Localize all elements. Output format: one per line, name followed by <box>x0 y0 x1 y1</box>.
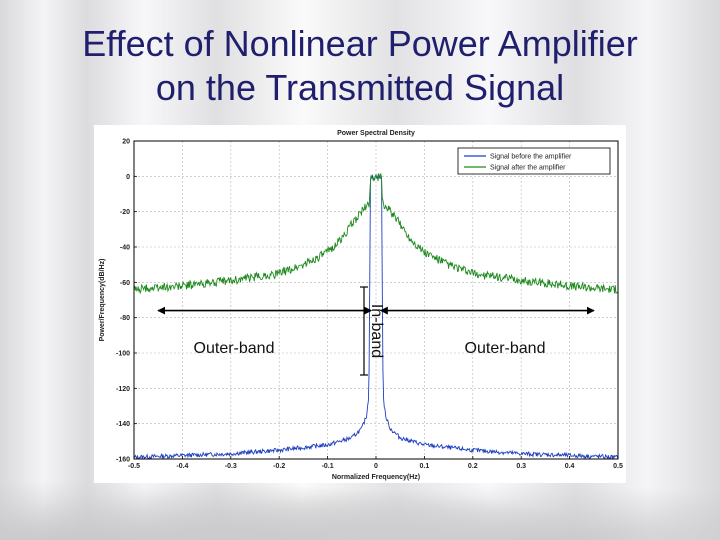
x-tick-label: 0.2 <box>468 463 478 470</box>
outer-band-right-label: Outer-band <box>465 340 546 357</box>
x-tick-label: 0.1 <box>420 463 430 470</box>
y-tick-label: 0 <box>126 174 130 181</box>
x-tick-label: -0.5 <box>128 463 140 470</box>
psd-chart: -0.5 -0.4 -0.3 -0.2 -0.1 0 0.1 0.2 0.3 0.4 0.5 20 0 -… <box>99 130 623 481</box>
x-tick-label: -0.3 <box>225 463 237 470</box>
y-tick-label: -80 <box>120 315 130 322</box>
series-layer <box>134 172 618 459</box>
x-tick-label: -0.2 <box>273 463 285 470</box>
psd-figure: -0.5 -0.4 -0.3 -0.2 -0.1 0 0.1 0.2 0.3 0.4 0.5 20 0 -… <box>94 125 626 483</box>
y-tick-label: -160 <box>116 457 130 464</box>
annotations: Outer-band Outer-band In-band <box>157 286 595 376</box>
in-band-label: In-band <box>368 304 385 358</box>
y-tick-label: -40 <box>120 245 130 252</box>
title-line-1: Effect of Nonlinear Power Amplifier <box>82 23 638 64</box>
y-axis-label: Power/Frequency(dB/Hz) <box>99 259 106 342</box>
plot-frame <box>133 140 619 460</box>
y-tick-label: -60 <box>120 280 130 287</box>
grid-lines <box>133 140 619 460</box>
x-axis-label: Normalized Frequency(Hz) <box>332 474 420 481</box>
y-tick-label: -20 <box>120 209 130 216</box>
series-after-amplifier <box>134 172 618 295</box>
chart-title: Power Spectral Density <box>337 130 415 137</box>
legend-label-after: Signal after the amplifier <box>490 165 566 172</box>
legend: Signal before the amplifier Signal after… <box>457 147 611 175</box>
x-tick-label: 0 <box>374 463 378 470</box>
x-tick-label: -0.4 <box>176 463 188 470</box>
y-tick-label: -140 <box>116 421 130 428</box>
x-tick-label: -0.1 <box>322 463 334 470</box>
y-tick-label: -120 <box>116 386 130 393</box>
y-tick-label: -100 <box>116 351 130 358</box>
outer-band-left-label: Outer-band <box>194 340 275 357</box>
legend-label-before: Signal before the amplifier <box>490 154 572 161</box>
legend-box <box>457 147 611 175</box>
x-tick-label: 0.5 <box>613 463 623 470</box>
axis-ticks: -0.5 -0.4 -0.3 -0.2 -0.1 0 0.1 0.2 0.3 0.4 0.5 20 0 -… <box>116 139 623 471</box>
title-line-2: on the Transmitted Signal <box>155 67 565 108</box>
x-tick-label: 0.3 <box>516 463 526 470</box>
x-tick-label: 0.4 <box>565 463 575 470</box>
slide-title: Effect of Nonlinear Power Amplifier on t… <box>0 22 720 110</box>
y-tick-label: 20 <box>122 139 130 146</box>
